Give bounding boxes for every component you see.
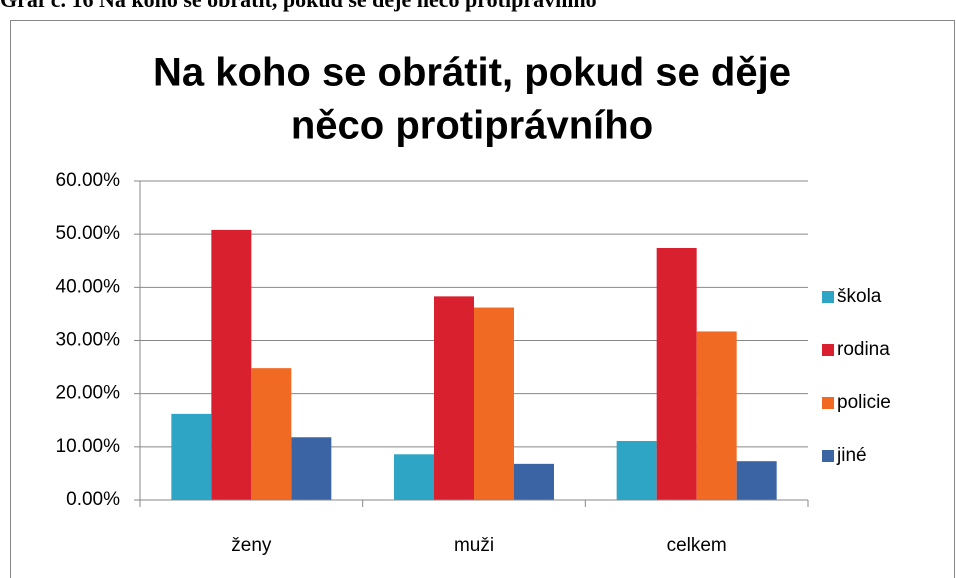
y-tick-label: 40.00% [56,276,121,297]
legend-swatch [822,397,834,409]
bar [251,368,292,500]
legend-label: policie [837,392,891,413]
bar [616,440,657,500]
x-tick-label: ženy [231,535,272,556]
chart-title: Na koho se obrátit, pokud se děje [153,51,791,95]
y-tick-label: 30.00% [56,330,121,351]
bar [474,307,514,500]
bar [656,247,697,500]
legend-swatch [822,450,834,462]
y-tick-label: 60.00% [56,170,121,191]
bar [291,437,332,500]
bar [736,461,777,500]
bar [171,413,212,500]
bar [696,331,737,500]
bar [394,454,434,500]
bar [514,463,554,500]
y-tick-label: 0.00% [66,489,120,510]
caption: Graf č. 16 Na koho se obrátit, pokud se … [0,0,597,12]
bar [211,229,252,500]
legend-label: jiné [836,445,867,466]
chart-border [10,20,955,578]
bar [434,296,474,500]
x-tick-label: muži [454,535,494,556]
legend-label: rodina [837,339,890,360]
y-tick-label: 50.00% [56,223,121,244]
y-tick-label: 10.00% [56,436,121,457]
x-tick-label: celkem [667,535,727,556]
chart-title: něco protiprávního [291,104,653,148]
y-tick-label: 20.00% [56,383,121,404]
legend-label: škola [837,286,882,307]
legend-swatch [822,291,834,303]
legend-swatch [822,344,834,356]
